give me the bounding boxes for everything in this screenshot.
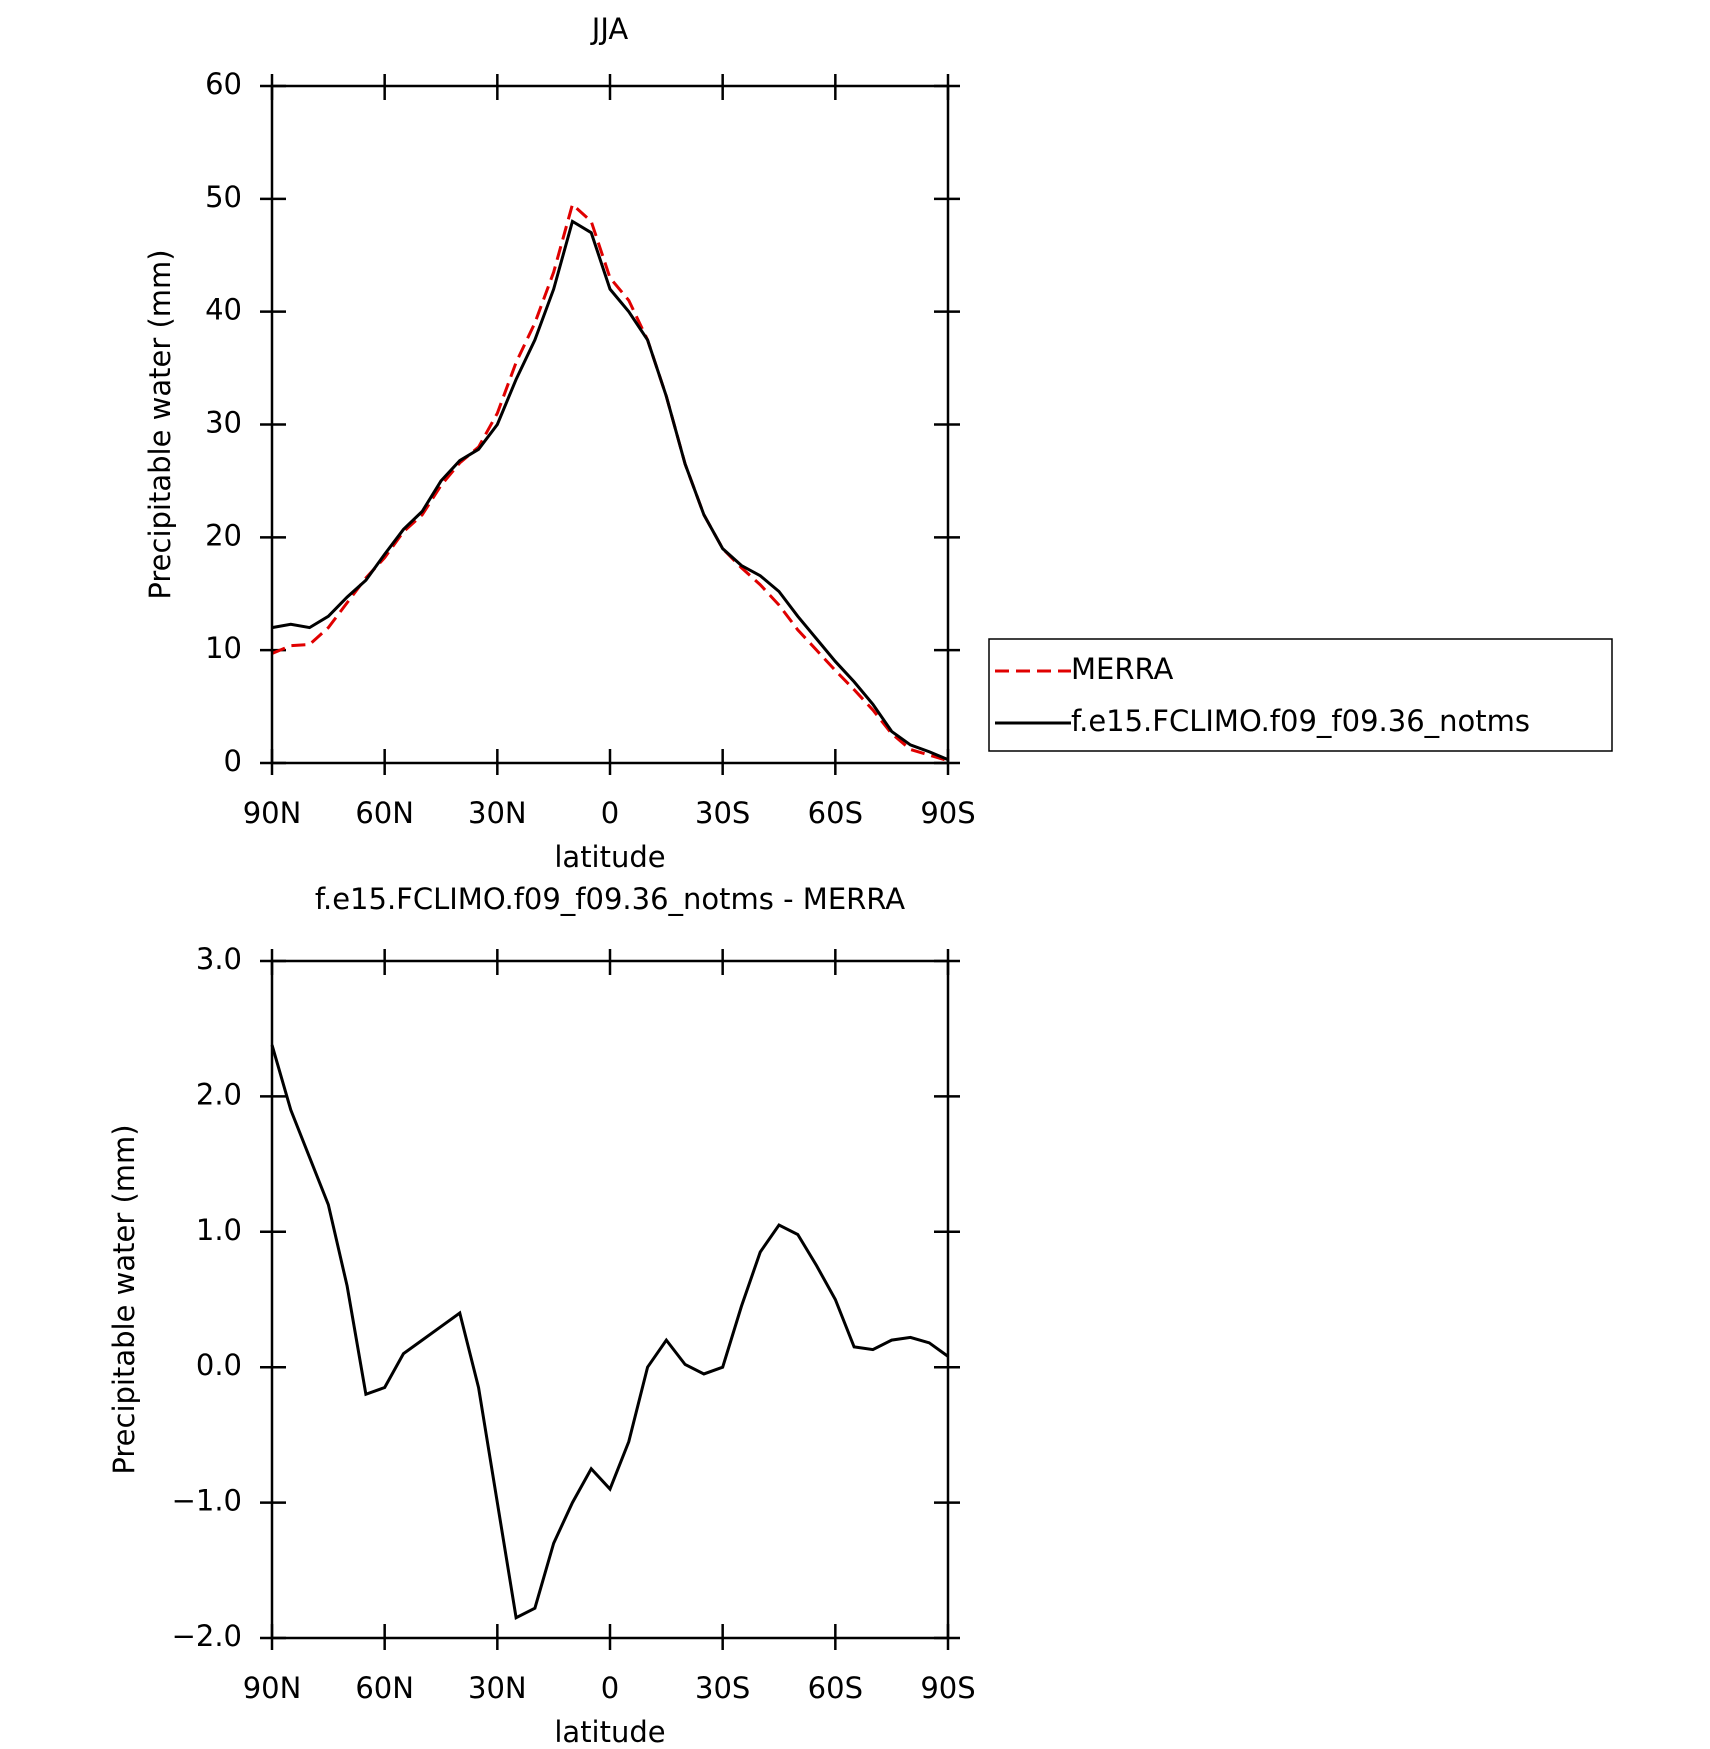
- y-tick-label: −1.0: [172, 1484, 242, 1518]
- x-tick-label: 0: [601, 796, 619, 830]
- legend-label: MERRA: [1071, 652, 1173, 686]
- plot-frame: [270, 959, 950, 1640]
- x-tick-label: 90N: [243, 1671, 302, 1705]
- chart-title: f.e15.FCLIMO.f09_f09.36_notms - MERRA: [315, 882, 905, 916]
- x-tick-label: 0: [601, 1671, 619, 1705]
- y-tick-label: 2.0: [196, 1077, 242, 1111]
- y-axis-label: Precipitable water (mm): [107, 1124, 141, 1474]
- x-tick-label: 30N: [468, 1671, 527, 1705]
- x-tick-label: 60N: [355, 796, 414, 830]
- x-tick-label: 90N: [243, 796, 302, 830]
- y-tick-label: 40: [205, 293, 242, 327]
- x-tick-label: 60S: [808, 1671, 863, 1705]
- y-tick-label: 20: [205, 518, 242, 552]
- y-tick-label: −2.0: [172, 1619, 242, 1653]
- series-line: [271, 219, 949, 761]
- y-tick-label: 50: [205, 180, 242, 214]
- x-tick-label: 30S: [695, 796, 750, 830]
- x-tick-label: 60S: [808, 796, 863, 830]
- series-line: [271, 201, 949, 763]
- y-tick-label: 10: [205, 631, 242, 665]
- legend-box: [988, 638, 1613, 752]
- x-tick-label: 30N: [468, 796, 527, 830]
- y-tick-label: 1.0: [196, 1213, 242, 1247]
- y-axis-label: Precipitable water (mm): [143, 249, 177, 599]
- x-tick-label: 30S: [695, 1671, 750, 1705]
- x-axis-label: latitude: [554, 1715, 665, 1745]
- y-tick-label: 60: [205, 67, 242, 101]
- x-tick-label: 60N: [355, 1671, 414, 1705]
- y-tick-label: 0.0: [196, 1348, 242, 1382]
- y-tick-label: 30: [205, 406, 242, 440]
- x-axis-label: latitude: [554, 840, 665, 874]
- y-tick-label: 3.0: [196, 942, 242, 976]
- plot-frame: [270, 84, 950, 765]
- x-tick-label: 90S: [920, 796, 975, 830]
- x-tick-label: 90S: [920, 1671, 975, 1705]
- chart-title: JJA: [590, 12, 629, 46]
- series-line: [270, 1044, 949, 1620]
- legend-label: f.e15.FCLIMO.f09_f09.36_notms: [1071, 704, 1530, 738]
- y-tick-label: 0: [224, 744, 242, 778]
